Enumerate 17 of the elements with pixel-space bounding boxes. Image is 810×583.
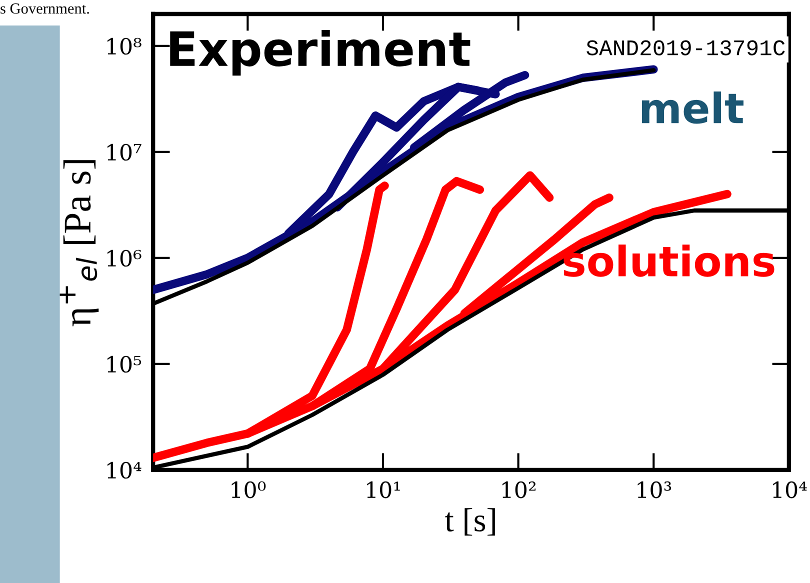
- x-tick-label: 10⁰: [232, 481, 266, 498]
- x-tick-label: 10²: [502, 481, 536, 498]
- x-tick-label: 10⁴: [773, 481, 807, 498]
- annotation: Experiment: [170, 30, 470, 76]
- y-tick-label: 10⁴: [108, 462, 142, 479]
- y-tick-label: 10⁸: [108, 38, 142, 55]
- text: s Government.: [0, 3, 89, 14]
- y-tick-label: 10⁵: [108, 356, 142, 373]
- annotation: SAND2019-13791C: [586, 40, 785, 56]
- y-axis-title: η$^{+}$$_{el}$ [Pa s]: [58, 160, 99, 326]
- y-tick-label: 10⁶: [108, 250, 142, 267]
- annotation: solutions: [564, 244, 774, 277]
- x-axis-title: t [s]: [444, 508, 495, 536]
- x-tick-label: 10¹: [367, 481, 400, 498]
- y-tick-label: 10⁷: [108, 144, 142, 161]
- annotation: melt: [642, 91, 744, 124]
- x-tick-label: 10³: [638, 481, 672, 498]
